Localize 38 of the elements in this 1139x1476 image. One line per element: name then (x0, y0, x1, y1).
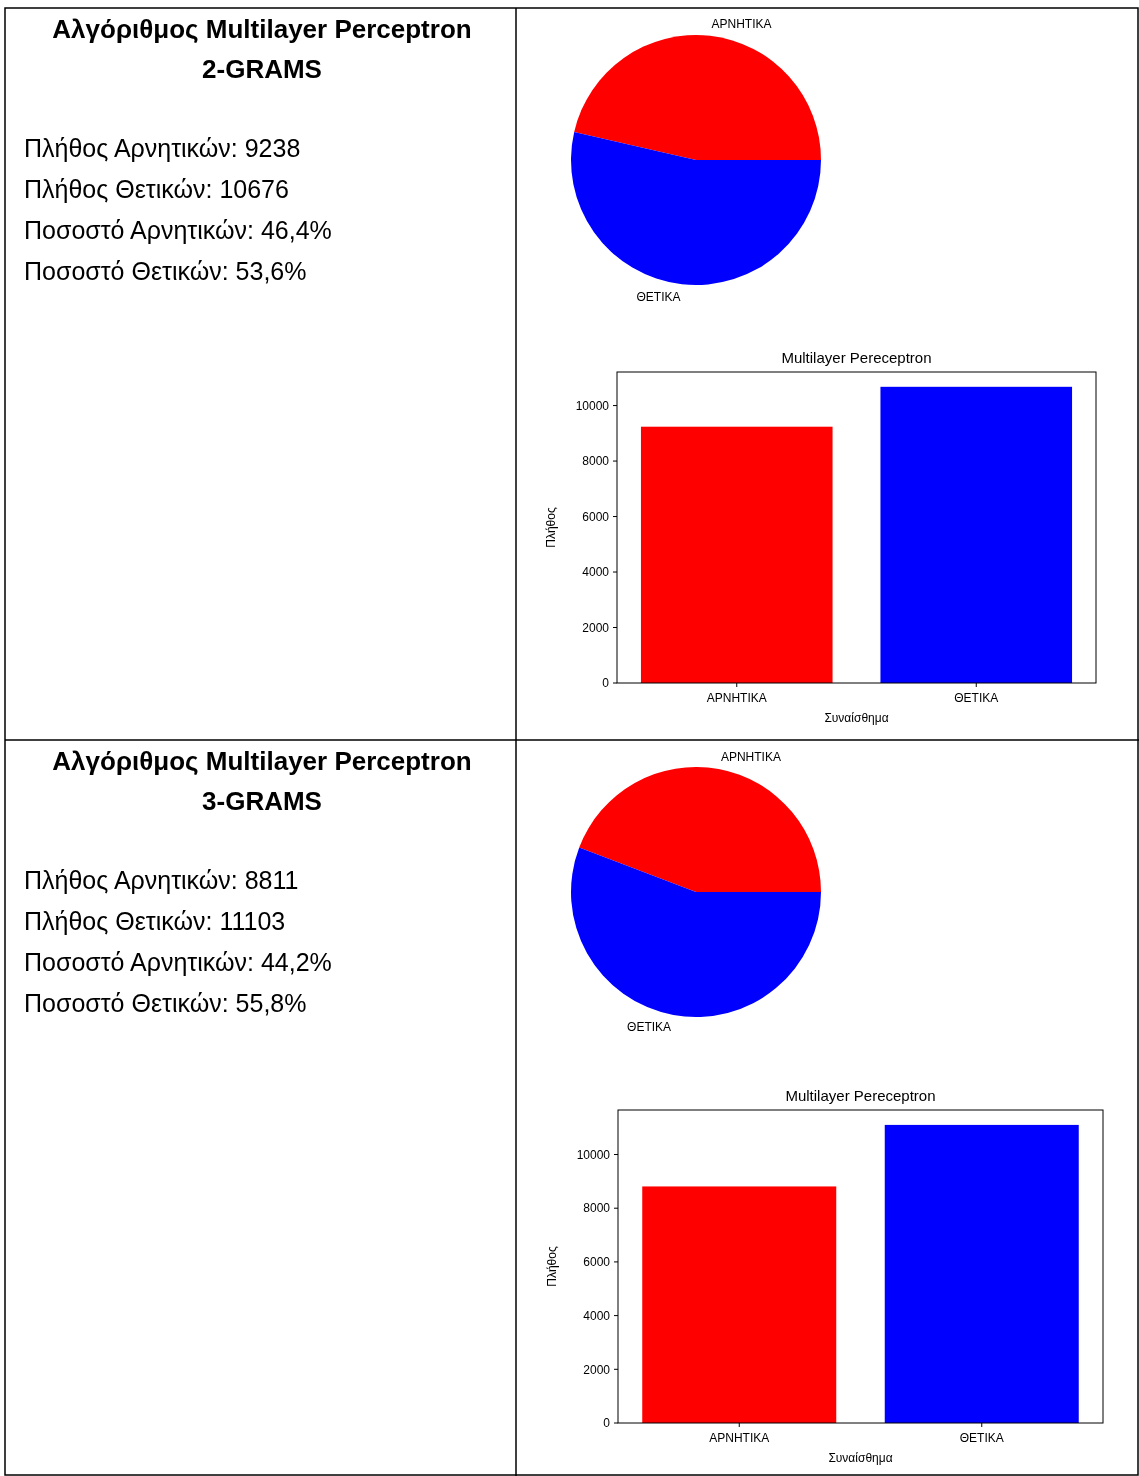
slice-label: ΑΡΝΗΤΙΚΑ (720, 749, 781, 764)
text: Πλήθος Αρνητικών: 8811 (24, 866, 299, 894)
text: 3-GRAMS (202, 786, 322, 816)
pie-slice (571, 847, 821, 1017)
chart-title: Multilayer Pereceptron (781, 349, 932, 366)
pie-slice (574, 35, 821, 160)
slice-label: ΑΡΝΗΤΙΚΑ (711, 16, 772, 31)
y-tick-label: 0 (603, 1416, 611, 1431)
y-tick-label: 2000 (583, 1362, 611, 1377)
y-tick-label: 0 (602, 676, 610, 691)
chart-title: Multilayer Pereceptron (785, 1087, 936, 1104)
pie-slice (571, 131, 821, 285)
y-tick-label: 6000 (582, 509, 610, 524)
text: 2-GRAMS (202, 54, 322, 84)
slice-label: ΘΕΤΙΚΑ (636, 289, 681, 304)
y-axis-title: Πλήθος (545, 1246, 559, 1287)
y-tick-label: 10000 (576, 1147, 611, 1162)
text: Πλήθος Αρνητικών: 9238 (24, 134, 301, 162)
y-tick-label: 2000 (582, 620, 610, 635)
text: Ποσοστό Αρνητικών: 46,4% (24, 216, 332, 244)
y-axis-title: Πλήθος (544, 507, 558, 548)
y-tick-label: 8000 (583, 1201, 611, 1216)
y-tick-label: 4000 (583, 1308, 611, 1323)
text: Ποσοστό Θετικών: 53,6% (24, 257, 307, 285)
text: Πλήθος Θετικών: 10676 (24, 175, 289, 203)
y-tick-label: 10000 (575, 398, 610, 413)
x-axis-title: Συναίσθημα (828, 1451, 893, 1465)
y-tick-label: 6000 (583, 1255, 611, 1270)
text: Πλήθος Θετικών: 11103 (24, 907, 286, 935)
y-tick-label: 8000 (582, 454, 610, 469)
text: Αλγόριθμος Multilayer Perceptron (52, 746, 472, 776)
slice-label: ΘΕΤΙΚΑ (627, 1020, 672, 1035)
text: Αλγόριθμος Multilayer Perceptron (52, 14, 472, 44)
text: Ποσοστό Αρνητικών: 44,2% (24, 948, 332, 976)
pie-slice (579, 767, 821, 892)
x-axis-title: Συναίσθημα (824, 711, 889, 725)
text: Ποσοστό Θετικών: 55,8% (24, 989, 307, 1017)
y-tick-label: 4000 (582, 565, 610, 580)
